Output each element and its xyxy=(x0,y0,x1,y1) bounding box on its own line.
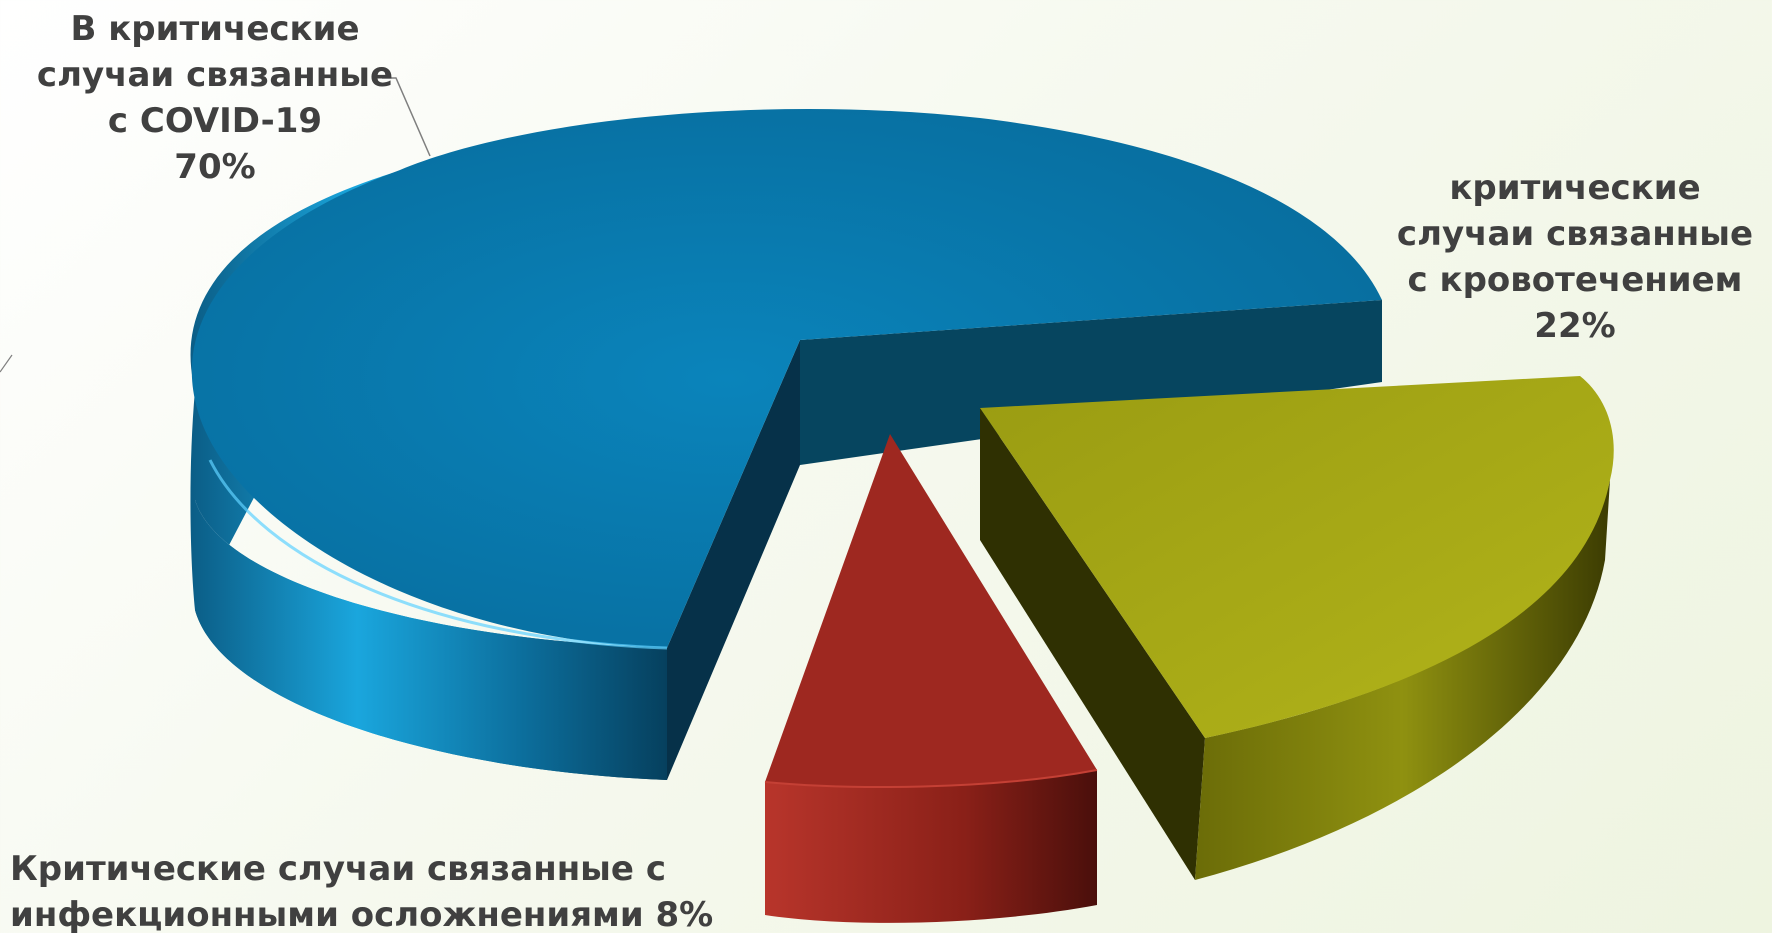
slice-covid-inner-wall xyxy=(667,340,800,780)
leader-line-covid xyxy=(382,77,431,157)
label-line: критические xyxy=(1449,168,1701,208)
slice-covid-top xyxy=(191,108,1383,648)
label-percent: 70% xyxy=(174,147,256,187)
label-line: инфекционными осложнениями 8% xyxy=(10,895,714,933)
label-line: с кровотечением xyxy=(1407,260,1743,300)
slice-label-covid: В критические случаи связанные с COVID-1… xyxy=(20,6,410,190)
slice-infection-top xyxy=(765,434,1097,787)
slice-bleeding-top xyxy=(980,376,1614,738)
label-percent: 22% xyxy=(1534,306,1616,346)
label-line: с COVID-19 xyxy=(107,101,323,141)
label-line: случаи связанные xyxy=(1396,214,1754,254)
label-line: Критические случаи связанные с xyxy=(10,849,666,889)
slice-covid xyxy=(190,108,1383,780)
slice-bleeding-side xyxy=(1195,480,1610,880)
slice-bleeding xyxy=(980,376,1614,880)
slice-infection xyxy=(764,434,1098,923)
label-line: случаи связанные xyxy=(36,55,394,95)
slice-infection-side xyxy=(765,770,1097,923)
label-line: В критические xyxy=(70,9,360,49)
slice-covid-back-wall xyxy=(800,300,1382,465)
slice-bleeding-left-wall xyxy=(980,408,1205,880)
slice-label-infection: Критические случаи связанные с инфекцион… xyxy=(10,846,714,933)
decorative-line xyxy=(0,354,13,373)
slice-label-bleeding: критические случаи связанные с кровотече… xyxy=(1390,165,1760,349)
